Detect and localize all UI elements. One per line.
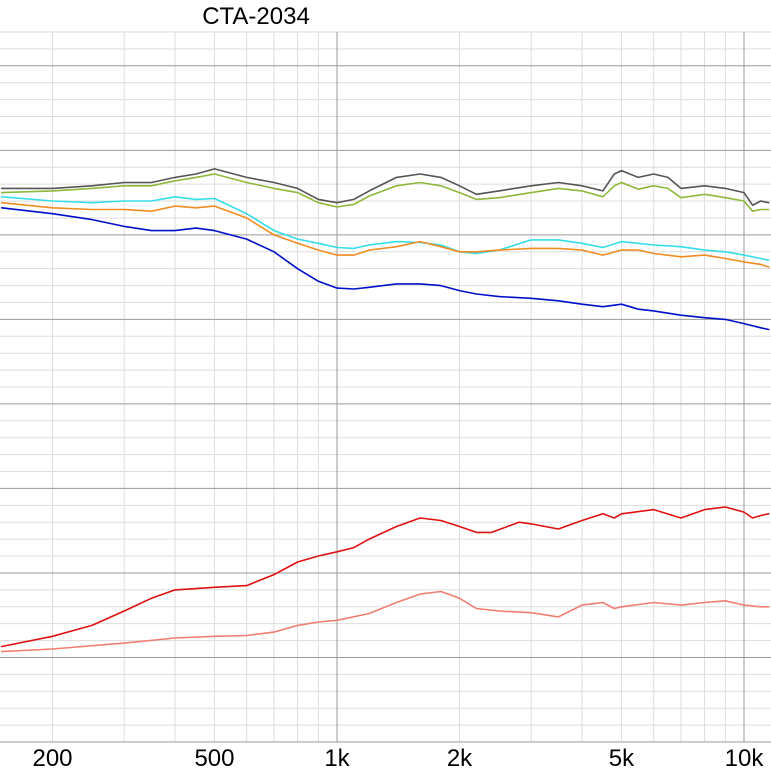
series-line-2 [0, 173, 770, 212]
series-line-1 [0, 168, 770, 207]
series-line-7 [0, 590, 770, 653]
x-tick-label: 10k [725, 745, 765, 771]
chart-title: CTA-2034 [202, 3, 310, 30]
x-tick-label: 5k [609, 745, 635, 771]
minor-grid [0, 31, 771, 742]
series-line-6 [0, 506, 770, 648]
series-lines [0, 168, 770, 653]
x-tick-label: 2k [447, 745, 473, 771]
major-grid [0, 32, 771, 743]
series-line-4 [0, 201, 770, 268]
x-tick-label: 500 [194, 745, 234, 771]
x-tick-label: 1k [324, 745, 350, 771]
x-tick-label: 200 [32, 745, 72, 771]
x-tick-labels: 200 500 1k 2k 5k 10k [32, 745, 764, 771]
series-line-5 [0, 207, 770, 331]
